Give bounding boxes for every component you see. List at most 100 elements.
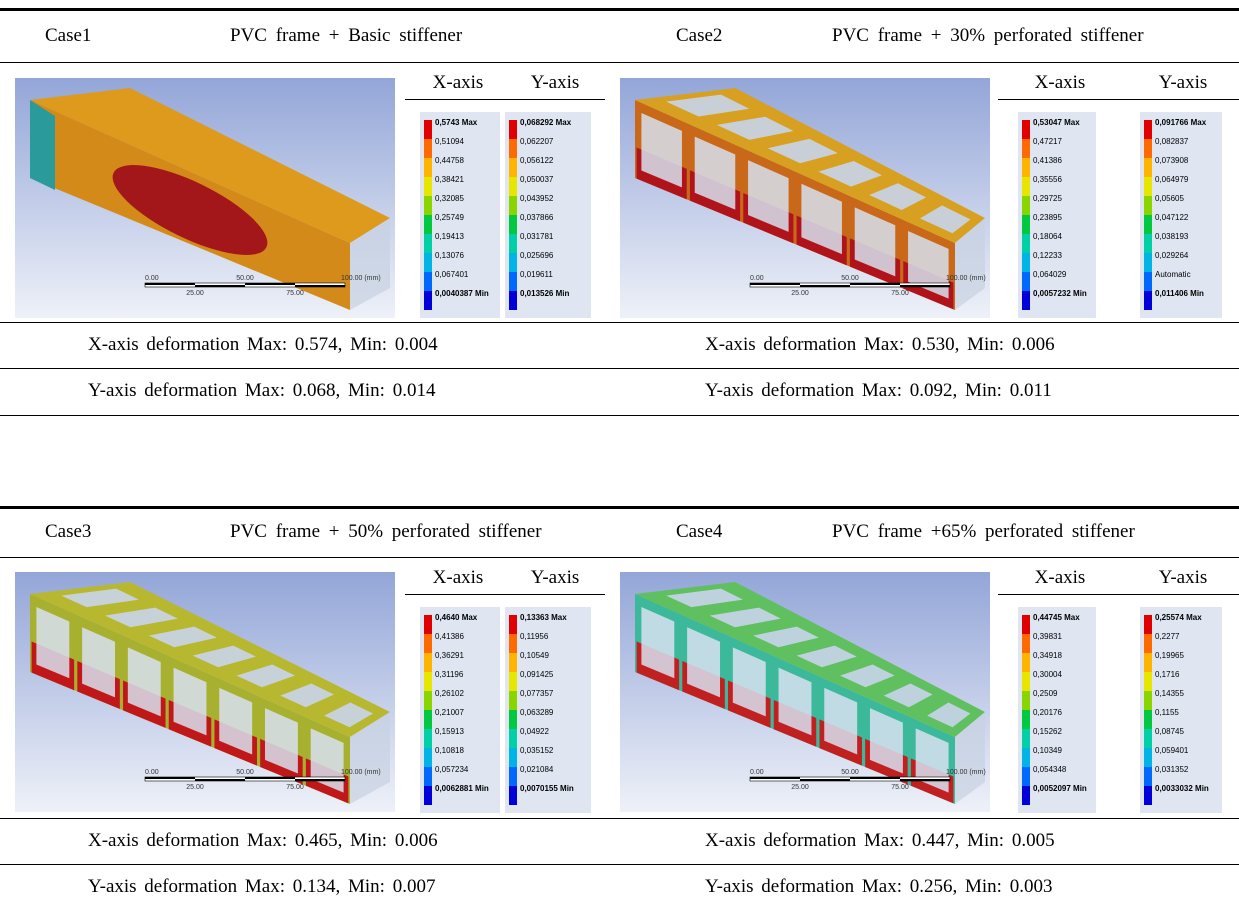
legend-label: 0,019611 bbox=[520, 270, 553, 279]
legend-label: 0,057234 bbox=[435, 765, 468, 774]
legend-label: 0,091766 Max bbox=[1155, 118, 1206, 127]
legend-swatch bbox=[1144, 139, 1152, 158]
legend-label: 0,063289 bbox=[520, 708, 553, 717]
legend-swatch bbox=[1144, 177, 1152, 196]
x-deformation: X-axis deformation Max: 0.465, Min: 0.00… bbox=[88, 830, 438, 852]
legend-label: 0,11956 bbox=[520, 632, 548, 641]
scale-bar-label: 0.00 bbox=[145, 769, 159, 776]
legend-swatch bbox=[424, 767, 432, 786]
legend-label: 0,15913 bbox=[435, 727, 464, 736]
legend-panel: 0,5743 Max0,510940,447580,384210,320850,… bbox=[420, 112, 500, 318]
legend-swatch bbox=[509, 767, 517, 786]
legend-label: 0,2509 bbox=[1033, 689, 1057, 698]
legend-label: 0,41386 bbox=[1033, 156, 1062, 165]
scale-bar-seg bbox=[145, 777, 195, 779]
legend-label: 0,19965 bbox=[1155, 651, 1184, 660]
rule bbox=[0, 415, 1239, 416]
legend-label: 0,10349 bbox=[1033, 746, 1062, 755]
header-underline bbox=[998, 99, 1239, 100]
legend-panel: 0,091766 Max0,0828370,0739080,0649790,05… bbox=[1140, 112, 1222, 318]
legend-label: 0,0040387 Min bbox=[435, 289, 489, 298]
legend-label: 0,4640 Max bbox=[435, 613, 477, 622]
legend-label: 0,0070155 Min bbox=[520, 784, 574, 793]
legend-swatch bbox=[1144, 615, 1152, 634]
legend-label: 0,029264 bbox=[1155, 251, 1188, 260]
legend-panel: 0,44745 Max0,398310,349180,300040,25090,… bbox=[1018, 607, 1096, 813]
scale-bar-label: 75.00 bbox=[286, 784, 304, 791]
scale-bar-seg bbox=[800, 285, 850, 287]
legend-swatch bbox=[1144, 253, 1152, 272]
header-underline bbox=[998, 594, 1239, 595]
legend-swatch bbox=[1144, 672, 1152, 691]
legend-label: 0,38421 bbox=[435, 175, 464, 184]
legend-panel: 0,4640 Max0,413860,362910,311960,261020,… bbox=[420, 607, 500, 813]
legend-swatch bbox=[1022, 272, 1030, 291]
thick-rule bbox=[0, 506, 1239, 509]
legend-swatch bbox=[509, 177, 517, 196]
legend-swatch bbox=[509, 653, 517, 672]
legend-swatch bbox=[1022, 653, 1030, 672]
legend-label: 0,031781 bbox=[520, 232, 553, 241]
legend-label: 0,08745 bbox=[1155, 727, 1184, 736]
simulation-image: 0.0050.00100.00 (mm)25.0075.00 bbox=[620, 78, 990, 318]
legend-swatch bbox=[509, 615, 517, 634]
legend-swatch bbox=[424, 215, 432, 234]
scale-bar-label: 100.00 (mm) bbox=[341, 275, 381, 282]
legend-label: 0,1716 bbox=[1155, 670, 1179, 679]
legend-swatch bbox=[1022, 177, 1030, 196]
scale-bar-seg bbox=[145, 283, 195, 285]
legend-swatch bbox=[1022, 748, 1030, 767]
legend-swatch bbox=[424, 120, 432, 139]
legend-label: 0,47217 bbox=[1033, 137, 1062, 146]
legend-label: 0,062207 bbox=[520, 137, 553, 146]
legend-swatch bbox=[1022, 786, 1030, 805]
header-underline bbox=[405, 99, 605, 100]
legend-swatch bbox=[424, 272, 432, 291]
legend-swatch bbox=[424, 653, 432, 672]
legend-swatch bbox=[509, 710, 517, 729]
scale-bar-label: 100.00 (mm) bbox=[946, 769, 986, 776]
legend-label: 0,10818 bbox=[435, 746, 464, 755]
legend-label: 0,35556 bbox=[1033, 175, 1062, 184]
scale-bar-seg bbox=[195, 285, 245, 287]
legend-label: 0,047122 bbox=[1155, 213, 1188, 222]
legend-swatch bbox=[509, 672, 517, 691]
legend-label: 0,34918 bbox=[1033, 651, 1062, 660]
y-deformation: Y-axis deformation Max: 0.256, Min: 0.00… bbox=[705, 876, 1052, 898]
legend-swatch bbox=[424, 139, 432, 158]
case-label: Case3 bbox=[45, 521, 91, 543]
legend-label: 0,18064 bbox=[1033, 232, 1062, 241]
legend-label: 0,41386 bbox=[435, 632, 464, 641]
scale-bar-seg bbox=[750, 283, 800, 285]
legend-label: 0,064029 bbox=[1033, 270, 1066, 279]
legend-label: 0,059401 bbox=[1155, 746, 1188, 755]
legend-swatch bbox=[424, 177, 432, 196]
legend-label: 0,035152 bbox=[520, 746, 553, 755]
legend-swatch bbox=[424, 729, 432, 748]
legend-swatch bbox=[424, 634, 432, 653]
x-deformation: X-axis deformation Max: 0.447, Min: 0.00… bbox=[705, 830, 1055, 852]
scale-bar-label: 25.00 bbox=[791, 290, 809, 297]
legend-label: 0,23895 bbox=[1033, 213, 1062, 222]
legend-label: 0,44758 bbox=[435, 156, 464, 165]
legend-swatch bbox=[1022, 234, 1030, 253]
legend-swatch bbox=[424, 253, 432, 272]
legend-swatch bbox=[1022, 291, 1030, 310]
legend-swatch bbox=[1022, 196, 1030, 215]
simulation-image: 0.0050.00100.00 (mm)25.0075.00 bbox=[15, 572, 395, 812]
legend-swatch bbox=[1144, 786, 1152, 805]
scale-bar-label: 100.00 (mm) bbox=[341, 769, 381, 776]
legend-swatch bbox=[1144, 729, 1152, 748]
legend-swatch bbox=[509, 253, 517, 272]
legend-swatch bbox=[1022, 710, 1030, 729]
legend-label: 0,082837 bbox=[1155, 137, 1188, 146]
case-title: PVC frame + Basic stiffener bbox=[230, 25, 462, 47]
legend-swatch bbox=[424, 291, 432, 310]
legend-label: 0,073908 bbox=[1155, 156, 1188, 165]
y-header: Y-axis bbox=[531, 567, 580, 589]
legend-label: 0,037866 bbox=[520, 213, 553, 222]
legend-label: 0,067401 bbox=[435, 270, 468, 279]
case-title: PVC frame +65% perforated stiffener bbox=[832, 521, 1135, 543]
